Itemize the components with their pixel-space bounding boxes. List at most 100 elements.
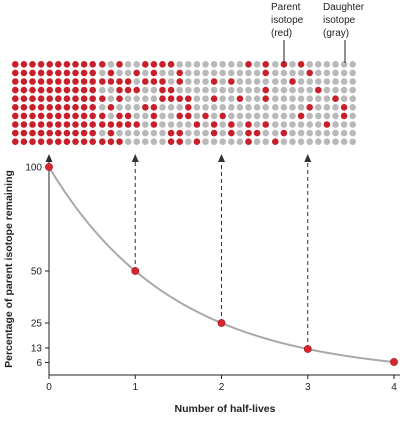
parent-atom [80,121,88,128]
parent-atom [262,95,270,102]
parent-atom [72,104,79,111]
daughter-atom [124,104,132,111]
parent-atom [107,104,115,111]
x-tick-label: 0 [46,382,52,393]
parent-atom [107,69,115,77]
parent-atom [63,129,71,137]
parent-atom [332,95,339,102]
daughter-atom [228,95,235,102]
daughter-atom [297,129,305,137]
daughter-atom [185,61,192,68]
daughter-atom [289,95,296,102]
daughter-atom [323,86,331,94]
parent-atom [72,121,79,128]
daughter-atom [142,86,149,94]
daughter-atom [124,129,132,137]
daughter-atom [133,138,140,145]
daughter-atom [228,86,235,94]
parent-atom [116,78,123,85]
daughter-atom [176,61,183,68]
daughter-atom [272,61,279,68]
parent-atom [280,129,288,137]
parent-atom [99,78,106,85]
parent-atom [210,95,218,102]
daughter-atom [297,86,305,94]
x-axis-label: Number of half-lives [175,403,276,415]
parent-atom [245,129,252,137]
parent-atom [29,61,36,68]
daughter-atom [185,121,192,128]
daughter-atom [142,69,149,77]
daughter-atom [253,112,261,120]
daughter-atom [332,61,339,68]
daughter-atom [185,69,192,77]
parent-atom [228,121,235,128]
parent-atom [193,138,201,145]
parent-atom [167,138,175,145]
parent-atom [12,112,19,120]
x-tick-label: 4 [391,382,397,393]
daughter-atom [133,104,140,111]
daughter-atom [262,129,270,137]
parent-atom [176,138,183,145]
parent-atom [46,104,53,111]
parent-atom [202,112,209,120]
daughter-atom [124,61,132,68]
daughter-atom [210,61,218,68]
parent-atom [12,78,19,85]
parent-atom [133,69,140,77]
parent-atom [159,86,166,94]
daughter-atom [349,95,357,102]
parent-atom [55,95,62,102]
daughter-atom [159,121,166,128]
data-point [390,358,398,366]
x-tick-label: 1 [132,382,138,393]
parent-atom [72,138,79,145]
y-tick-label: 6 [36,358,42,369]
daughter-atom [289,86,296,94]
parent-atom [12,69,19,77]
parent-atom [80,138,88,145]
parent-atom [297,61,305,68]
parent-atom [55,138,62,145]
parent-atom [80,78,88,85]
daughter-atom [236,86,244,94]
daughter-atom [280,104,288,111]
daughter-atom [332,138,339,145]
parent-atom [150,104,158,111]
parent-atom [107,78,115,85]
data-points [45,163,398,366]
daughter-atom [262,104,270,111]
parent-atom [20,112,28,120]
parent-atom [107,138,115,145]
parent-atom [142,78,149,85]
daughter-atom [262,138,270,145]
parent-atom [20,95,28,102]
y-tick-label: 100 [25,163,42,174]
daughter-atom [349,104,357,111]
parent-atom [29,121,36,128]
daughter-atom [219,129,226,137]
parent-atom [99,121,106,128]
daughter-atom [332,129,339,137]
parent-atom [72,69,79,77]
y-axis-label: Percentage of parent isotope remaining [3,170,15,368]
daughter-atom [253,104,261,111]
daughter-atom [202,86,209,94]
daughter-atom [150,86,158,94]
up-arrow [304,154,312,162]
daughter-atom [289,69,296,77]
daughter-atom [193,129,201,137]
isotope-grid-2 [185,61,270,145]
parent-atom [55,104,62,111]
parent-atom [116,121,123,128]
parent-label-line-3: (red) [271,28,292,39]
daughter-atom [315,95,322,102]
parent-atom [167,86,175,94]
daughter-atom [210,69,218,77]
parent-atom [150,78,158,85]
parent-atom [12,129,19,137]
daughter-atom [167,121,175,128]
parent-atom [37,121,45,128]
